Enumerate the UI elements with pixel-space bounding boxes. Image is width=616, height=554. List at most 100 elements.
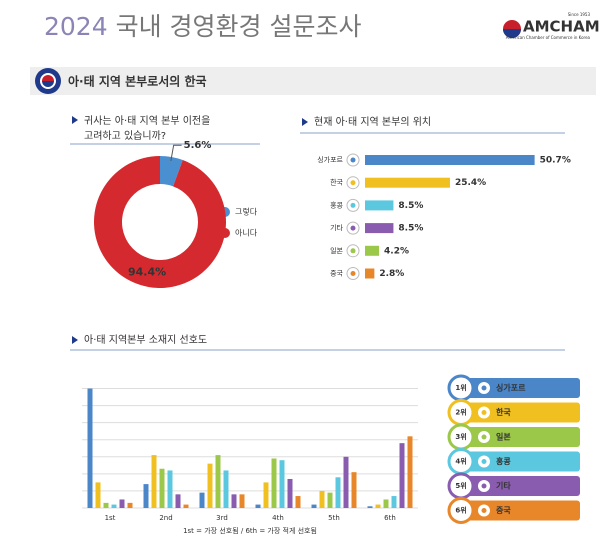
flag-dot [350, 157, 356, 163]
bar [87, 388, 93, 508]
chart-title: 고려하고 있습니까? [84, 129, 166, 142]
marker [302, 118, 308, 126]
x-tick-label: 2nd [159, 514, 172, 522]
value-label: 8.5% [398, 201, 423, 211]
bar [167, 470, 173, 508]
value-label: 5.6% [184, 140, 212, 151]
bar [367, 506, 373, 508]
flag-dot [481, 459, 487, 464]
x-tick-label: 3rd [216, 514, 228, 522]
leader-line [170, 144, 182, 162]
marker [72, 116, 78, 124]
bar [375, 504, 381, 508]
bar [295, 496, 301, 508]
bar [159, 468, 165, 508]
legend-label: 싱가포르 [496, 383, 526, 393]
bar [391, 496, 397, 508]
bar [399, 443, 405, 508]
bar [127, 502, 133, 508]
flag-red [42, 75, 54, 81]
chart-title: 귀사는 아·태 지역 본부 이전을 [84, 115, 210, 127]
bar [231, 494, 237, 508]
bar [319, 490, 325, 508]
bar [271, 458, 277, 508]
chart-title: 아·태 지역본부 소재지 선호도 [84, 334, 207, 346]
bar [279, 460, 285, 508]
value-label: 8.5% [398, 224, 423, 234]
bar [327, 492, 333, 508]
bar [143, 484, 149, 508]
bar [311, 504, 317, 508]
bar [223, 470, 229, 508]
page-title: 2024 국내 경영환경 설문조사 [44, 12, 361, 41]
donut-slice [160, 156, 183, 187]
value-label: 25.4% [455, 178, 486, 188]
flag-dot [350, 271, 356, 276]
chart-title: 현재 아·태 지역 본부의 위치 [314, 115, 431, 128]
bar [111, 504, 117, 508]
bar [365, 268, 375, 279]
legend-rank-ring [447, 497, 475, 524]
logo-mark-half [503, 29, 521, 38]
category-label: 한국 [330, 179, 343, 187]
category-label: 기타 [330, 223, 343, 232]
bar [175, 494, 181, 508]
bar [151, 455, 157, 508]
bar [365, 200, 394, 211]
note: 1st = 가장 선호됨 / 6th = 가장 적게 선호됨 [183, 526, 317, 535]
bar [263, 482, 269, 508]
bar [365, 177, 450, 188]
flag-dot [481, 483, 487, 489]
bar [365, 245, 380, 256]
value-label: 50.7% [540, 156, 571, 166]
legend-label: 그렇다 [235, 207, 258, 217]
x-tick-label: 5th [328, 514, 340, 522]
category-label: 홍콩 [330, 200, 343, 209]
logo-text: AMCHAM [523, 18, 600, 36]
value-label: 2.8% [379, 269, 404, 279]
x-tick-label: 6th [384, 514, 396, 522]
bar [199, 492, 205, 508]
section-title: 아·태 지역 본부로서의 한국 [68, 74, 207, 89]
bar [383, 499, 389, 508]
bar [207, 463, 213, 508]
bar [365, 155, 535, 165]
x-tick-label: 1st [105, 514, 116, 522]
legend-rank: 2위 [455, 408, 466, 417]
marker [72, 336, 78, 344]
bar [103, 502, 109, 508]
legend-label: 일본 [496, 432, 511, 442]
legend-label: 한국 [496, 407, 511, 417]
x-tick-label: 4th [272, 514, 284, 522]
logo-sub: American Chamber of Commerce in Korea [506, 35, 591, 40]
bar [95, 482, 101, 508]
flag-blue [42, 81, 54, 87]
value-label: 94.4% [128, 265, 166, 278]
legend-label: 중국 [496, 506, 511, 515]
title-year: 2024 [44, 12, 108, 41]
bar [239, 494, 245, 508]
section-bar [30, 67, 596, 95]
flag-dot [350, 248, 356, 254]
title-rest: 국내 경영환경 설문조사 [116, 12, 362, 41]
bar [255, 504, 261, 508]
legend-rank: 4위 [455, 457, 466, 466]
legend-label: 홍콩 [496, 456, 511, 466]
donut-slice [94, 156, 227, 288]
category-label: 일본 [330, 246, 343, 255]
category-label: 중국 [330, 270, 343, 278]
bar [183, 504, 189, 508]
value-label: 4.2% [384, 246, 409, 256]
flag-dot [481, 508, 487, 513]
legend-rank: 1위 [455, 383, 466, 392]
bar [407, 436, 413, 508]
legend-label: 기타 [496, 481, 511, 491]
bar [287, 478, 293, 508]
flag-dot [481, 385, 487, 391]
flag-dot [350, 180, 356, 186]
legend-rank: 5위 [455, 481, 466, 490]
legend-swatch [220, 228, 230, 238]
flag-dot [350, 202, 356, 208]
legend-rank: 3위 [455, 432, 466, 441]
